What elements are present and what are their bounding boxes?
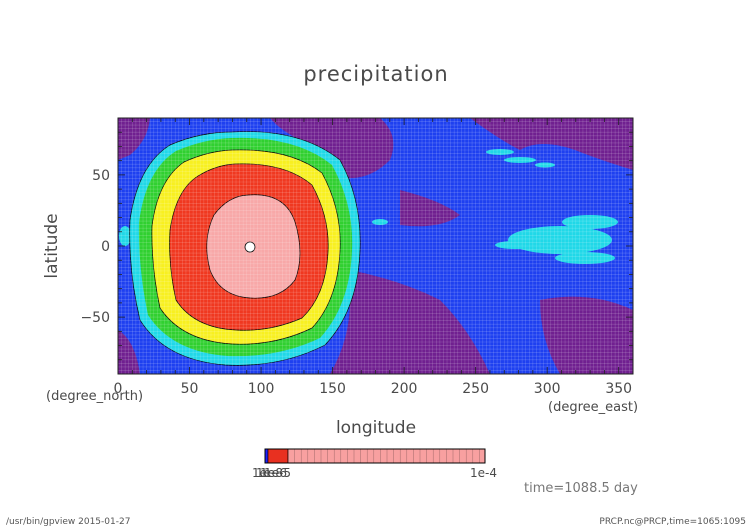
colorbar-label: 1e-6 xyxy=(260,466,287,480)
level-lowest-region-east-band xyxy=(400,190,460,227)
level-lowest-region-north-mid xyxy=(270,118,394,179)
x-tick-label: 150 xyxy=(319,381,346,397)
x-tick-label: 200 xyxy=(391,381,418,397)
y-axis-label: latitude xyxy=(42,213,62,279)
y-axis-unit: (degree_north) xyxy=(46,389,144,404)
x-tick-label: 350 xyxy=(605,381,632,397)
x-axis-unit: (degree_east) xyxy=(548,400,639,415)
level-lowest-region-south-mid xyxy=(330,270,490,374)
grid-lines xyxy=(118,118,633,374)
heatmap-field xyxy=(118,118,633,374)
footer-command: /usr/bin/gpview 2015-01-27 xyxy=(6,517,131,527)
x-tick-label: 50 xyxy=(181,381,199,397)
colorbar-label: 1e-8 xyxy=(256,466,283,480)
maximum-center xyxy=(244,241,256,253)
colorbar-label: 1e xyxy=(252,466,268,480)
x-tick-label: 250 xyxy=(462,381,489,397)
axes: 0 50 100 150 200 250 300 350 −50 0 50 xyxy=(80,117,634,397)
colorbar-segment-highest xyxy=(287,448,486,464)
colorbar-segment-high xyxy=(267,448,289,464)
contour-lines xyxy=(129,131,361,366)
y-tick-label: −50 xyxy=(80,310,110,326)
x-axis-label: longitude xyxy=(335,418,417,438)
colorbar-right-label: 1e-4 xyxy=(470,466,497,480)
x-tick-label: 0 xyxy=(114,381,123,397)
level-lowest-region-north-east xyxy=(470,118,633,170)
footer-source: PRCP.nc@PRCP,time=1065:1095 xyxy=(599,517,746,527)
colorbar xyxy=(264,448,486,464)
level-lowest-region-southwest xyxy=(118,330,140,374)
level-lowest-region-south-east xyxy=(540,296,633,374)
level-low-mid-patches xyxy=(119,149,618,264)
x-tick-label: 300 xyxy=(534,381,561,397)
colorbar-frame xyxy=(264,448,486,464)
x-tick-label: 100 xyxy=(248,381,275,397)
level-lowest-region-northwest xyxy=(118,118,150,160)
time-annotation: time=1088.5 day xyxy=(524,481,638,496)
y-tick-label: 50 xyxy=(92,168,110,184)
colorbar-label: 1e-5 xyxy=(264,466,291,480)
y-tick-label: 0 xyxy=(101,239,110,255)
chart-title: precipitation xyxy=(303,62,449,86)
